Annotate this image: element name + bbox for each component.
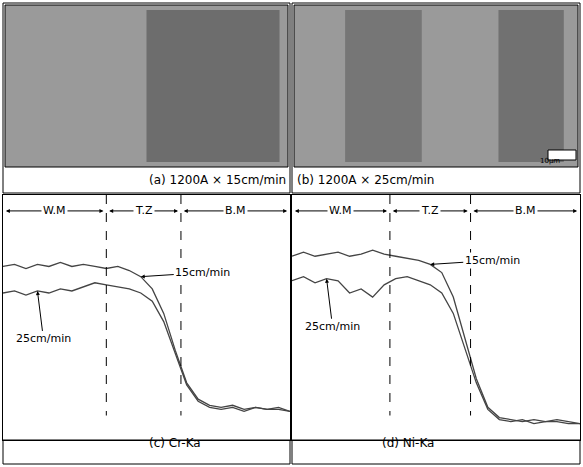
- svg-text:15cm/min: 15cm/min: [175, 266, 230, 279]
- svg-text:15cm/min: 15cm/min: [465, 254, 520, 267]
- svg-text:T.Z: T.Z: [135, 204, 153, 217]
- svg-text:10μm: 10μm: [540, 157, 560, 165]
- svg-text:B.M: B.M: [225, 204, 246, 217]
- svg-text:(c) Cr-Ka: (c) Cr-Ka: [149, 436, 201, 450]
- svg-text:(b) 1200A × 25cm/min: (b) 1200A × 25cm/min: [297, 173, 434, 187]
- svg-text:T.Z: T.Z: [421, 204, 439, 217]
- svg-text:25cm/min: 25cm/min: [305, 320, 360, 333]
- svg-text:(a) 1200A × 15cm/min: (a) 1200A × 15cm/min: [149, 173, 286, 187]
- svg-text:B.M: B.M: [515, 204, 536, 217]
- svg-text:W.M: W.M: [43, 204, 66, 217]
- svg-text:(d) Ni-Ka: (d) Ni-Ka: [382, 436, 434, 450]
- svg-text:W.M: W.M: [329, 204, 352, 217]
- svg-text:25cm/min: 25cm/min: [16, 332, 71, 345]
